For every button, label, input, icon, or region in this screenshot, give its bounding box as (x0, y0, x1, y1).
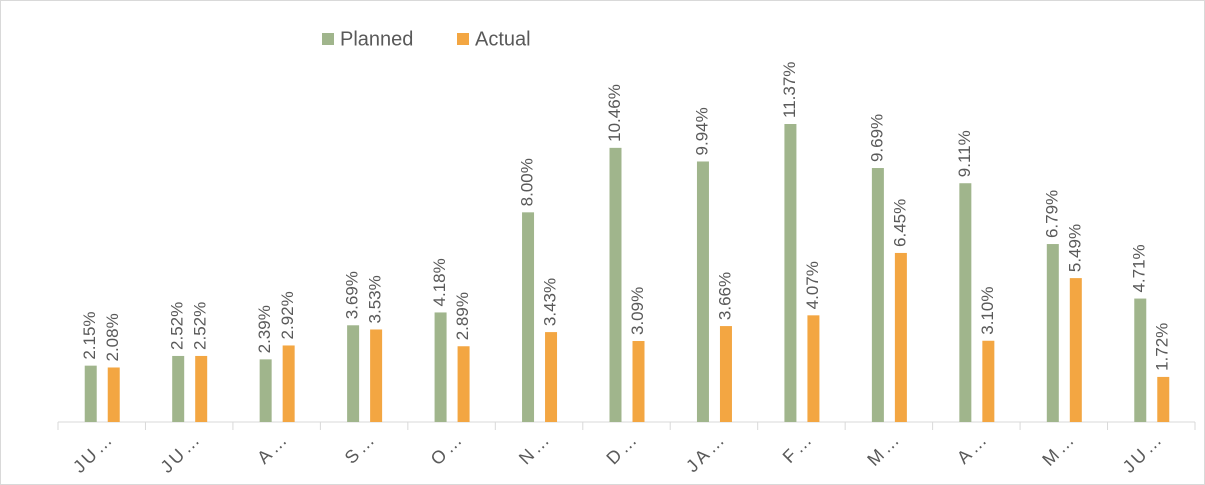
bar (1069, 278, 1082, 422)
legend-label: Planned (340, 28, 413, 50)
legend-swatch (457, 33, 469, 45)
data-label: 1.72% (1153, 323, 1172, 371)
data-label: 9.11% (955, 130, 974, 177)
bar (609, 147, 622, 423)
bar (871, 168, 884, 422)
bar (1134, 298, 1147, 422)
data-label: 2.92% (278, 291, 297, 339)
bar (807, 315, 820, 422)
data-label: 10.46% (605, 84, 624, 142)
data-label: 4.71% (1130, 244, 1149, 292)
bar (457, 346, 470, 422)
bar (84, 365, 97, 422)
data-label: 11.37% (780, 62, 799, 118)
data-label: 5.49% (1065, 224, 1084, 272)
data-label: 2.08% (103, 313, 122, 361)
bar (195, 355, 208, 422)
bar (784, 124, 797, 422)
data-label: 8.00% (518, 158, 537, 206)
data-label: 2.15% (80, 311, 99, 359)
data-label: 3.53% (366, 275, 385, 323)
bar (719, 326, 732, 422)
data-label: 3.43% (541, 278, 560, 326)
data-label: 9.94% (692, 107, 711, 155)
bar (1157, 376, 1170, 422)
bar (172, 355, 185, 422)
data-label: 4.07% (803, 261, 822, 309)
bar (434, 312, 447, 422)
legend-label: Actual (475, 28, 531, 50)
legend-swatch (322, 33, 334, 45)
data-label: 4.18% (430, 258, 449, 306)
bar (696, 161, 709, 423)
data-label: 3.69% (343, 271, 362, 319)
data-label: 6.79% (1042, 190, 1061, 238)
bar (632, 341, 645, 422)
data-label: 3.10% (978, 287, 997, 335)
bar (522, 212, 535, 422)
data-label: 9.69% (867, 114, 886, 162)
data-label: 6.45% (890, 199, 909, 247)
data-label: 2.89% (453, 292, 472, 340)
bar (959, 183, 972, 422)
bar (259, 359, 272, 422)
data-label: 3.09% (628, 287, 647, 335)
data-label: 2.52% (168, 302, 187, 350)
bar (545, 332, 558, 422)
bar (894, 252, 907, 422)
bar (347, 325, 360, 422)
bar (282, 345, 295, 422)
data-label: 2.52% (191, 302, 210, 350)
data-label: 2.39% (255, 305, 274, 353)
data-label: 3.66% (715, 272, 734, 320)
bar (1046, 244, 1059, 422)
bar (982, 340, 995, 422)
bar (107, 367, 120, 422)
bar (370, 329, 383, 422)
